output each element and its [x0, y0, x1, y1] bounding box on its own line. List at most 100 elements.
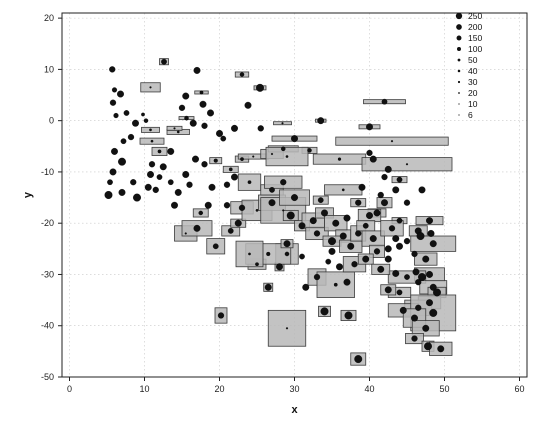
y-tick-label: 10	[44, 64, 54, 74]
legend-label: 50	[468, 55, 478, 65]
x-tick-label: 40	[364, 384, 374, 394]
data-point	[411, 314, 418, 322]
data-point	[161, 58, 167, 65]
data-point	[384, 255, 392, 263]
data-point	[266, 251, 271, 257]
data-point	[333, 282, 338, 287]
legend-label: 40	[468, 66, 478, 76]
data-point	[268, 199, 276, 207]
data-point	[186, 181, 193, 188]
data-point	[193, 66, 201, 74]
data-point	[141, 112, 145, 117]
data-point	[422, 324, 430, 332]
legend-marker	[457, 80, 461, 84]
x-tick-label: 50	[439, 384, 449, 394]
legend-label: 150	[468, 33, 482, 43]
legend-marker	[458, 114, 460, 116]
data-point	[343, 278, 351, 286]
data-point	[109, 168, 117, 176]
data-point	[182, 92, 190, 100]
data-point	[405, 163, 409, 166]
data-point	[207, 109, 214, 117]
data-point	[381, 98, 388, 105]
data-point	[144, 183, 152, 191]
data-point	[373, 209, 381, 217]
data-point	[109, 66, 116, 73]
data-point	[217, 312, 225, 319]
data-point	[351, 261, 358, 268]
data-point	[298, 222, 306, 230]
data-point	[285, 327, 289, 330]
data-point	[354, 355, 363, 364]
data-point	[427, 229, 435, 237]
data-point	[388, 225, 396, 232]
data-point	[148, 161, 156, 168]
legend-marker	[458, 103, 460, 105]
data-point	[227, 228, 234, 234]
data-point	[396, 217, 403, 224]
data-point	[104, 191, 113, 199]
data-point	[130, 179, 137, 186]
data-point	[390, 140, 394, 143]
data-point	[366, 149, 373, 157]
y-tick-label: -50	[41, 372, 54, 382]
data-point	[182, 171, 190, 178]
data-point	[384, 286, 392, 294]
legend-label: 30	[468, 77, 478, 87]
legend-marker	[456, 24, 462, 30]
data-point	[264, 283, 272, 291]
data-point	[339, 232, 347, 240]
data-point	[193, 224, 201, 232]
data-point	[341, 188, 345, 192]
data-point	[355, 230, 362, 237]
data-point	[223, 202, 231, 209]
data-point	[309, 217, 317, 225]
data-point	[429, 240, 437, 248]
data-point	[416, 232, 425, 240]
data-point	[216, 130, 223, 137]
y-axis-title: y	[22, 191, 34, 198]
data-point	[317, 197, 324, 203]
data-point	[328, 237, 336, 246]
data-point	[403, 199, 411, 206]
y-tick-label: -10	[41, 167, 54, 177]
data-point	[282, 209, 285, 212]
data-point	[384, 245, 392, 253]
data-point	[426, 217, 433, 225]
data-point	[418, 273, 426, 281]
data-point	[280, 179, 287, 186]
data-point	[176, 130, 180, 134]
data-point	[377, 265, 385, 273]
data-point	[167, 147, 175, 155]
data-point	[321, 209, 328, 217]
y-tick-label: -40	[41, 321, 54, 331]
data-point	[123, 110, 130, 116]
data-point	[147, 171, 154, 178]
data-point	[184, 232, 187, 235]
data-point	[415, 304, 422, 311]
legend-label: 250	[468, 11, 482, 21]
data-point	[392, 186, 400, 194]
data-point	[332, 219, 340, 227]
legend-marker	[457, 47, 461, 51]
data-point	[411, 335, 418, 342]
data-point	[189, 119, 197, 127]
legend-label: 200	[468, 22, 482, 32]
data-point	[396, 289, 403, 296]
data-point	[291, 194, 298, 202]
data-point	[362, 222, 369, 229]
data-point	[429, 308, 438, 317]
data-point	[362, 255, 370, 263]
data-point	[344, 311, 353, 320]
data-point	[171, 201, 178, 209]
data-point	[255, 209, 259, 212]
data-point	[159, 163, 167, 171]
data-point	[396, 242, 403, 250]
data-point	[328, 247, 336, 255]
legend-marker	[458, 92, 460, 94]
data-point	[317, 117, 325, 125]
data-point	[111, 147, 118, 155]
data-point	[347, 242, 355, 250]
data-point	[228, 167, 233, 172]
